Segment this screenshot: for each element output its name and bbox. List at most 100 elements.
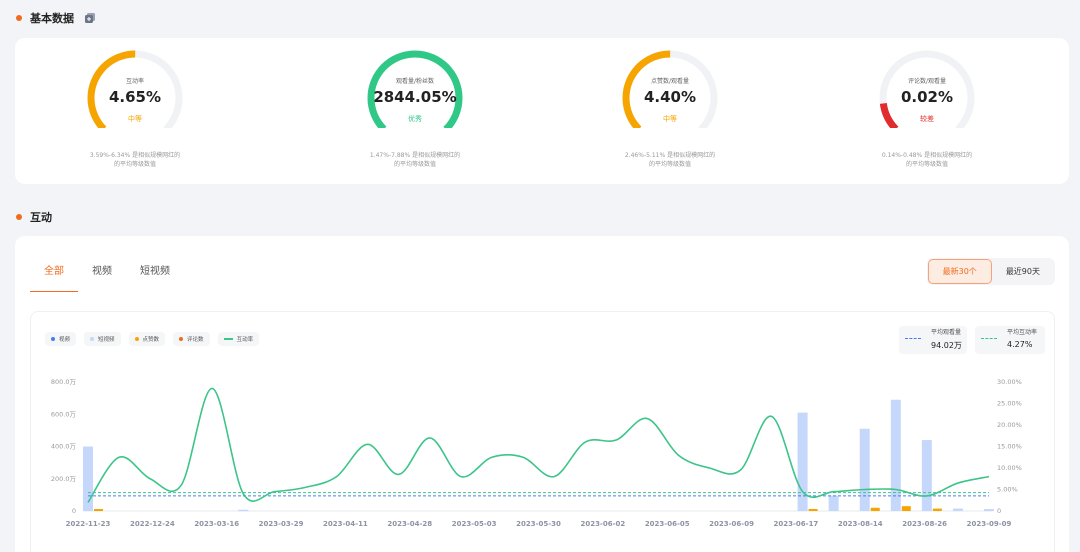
copy-icon[interactable] [84, 12, 96, 24]
y-tick-label: 800.0万 [51, 378, 77, 386]
y2-tick-label: 20.00% [997, 421, 1022, 429]
y2-tick-label: 30.00% [997, 378, 1022, 386]
metric-value: 2844.05% [373, 88, 457, 106]
legend-swatch [90, 337, 95, 341]
legend-label: 视频 [59, 337, 71, 343]
metric-gauge [367, 50, 463, 128]
avg-views-box: 平均观看量 94.02万 [899, 326, 967, 354]
section-interact-header: 互动 [16, 209, 52, 225]
metric-level: 中等 [128, 115, 142, 123]
metric-value: 4.40% [643, 88, 697, 106]
legend-label: 互动率 [236, 337, 254, 343]
short-video-bar[interactable] [828, 495, 839, 511]
metric-value: 0.02% [900, 88, 954, 106]
y-tick-label: 0 [72, 507, 76, 515]
x-tick-label: 2023-03-16 [194, 520, 239, 528]
legend-swatch [223, 338, 233, 340]
like-bar[interactable] [808, 509, 818, 511]
like-bar[interactable] [932, 508, 942, 511]
range-90-days-button[interactable]: 最近90天 [1005, 267, 1040, 276]
range-toggle: 最新30个 最近90天 [926, 258, 1055, 285]
tab-short-video[interactable]: 短视频 [140, 266, 170, 277]
like-bar[interactable] [94, 509, 103, 511]
metric-description: 0.14%-0.48% 是相似规模网红的 的平均等级数值 [881, 152, 973, 168]
metric-comments-per-views: 评论数/观看量 0.02% 较差 0.14%-0.48% 是相似规模网红的 的平均等级数… [807, 38, 1047, 184]
section-dot [16, 15, 22, 21]
metric-description: 1.47%-7.88% 是相似规模网红的 的平均等级数值 [369, 152, 461, 168]
engagement-rate-line[interactable] [87, 387, 990, 503]
section-basic-title: 基本数据 [30, 12, 74, 25]
short-video-bar[interactable] [890, 399, 901, 511]
legend-label: 点赞数 [142, 337, 160, 343]
avg-rate-swatch [981, 338, 997, 339]
legend-label: 评论数 [187, 337, 204, 343]
section-basic-header: 基本数据 [16, 10, 96, 26]
legend-label: 短视频 [98, 337, 115, 343]
like-bar[interactable] [870, 507, 880, 511]
x-tick-label: 2023-08-26 [902, 520, 947, 528]
legend-item[interactable]: 互动率 [217, 332, 260, 346]
metric-engagement-rate: 互动率 4.65% 中等 3.59%-6.34% 是相似规模网红的 的平均等级数值 [15, 38, 255, 184]
x-tick-label: 2022-11-23 [66, 520, 111, 528]
like-bar[interactable] [901, 506, 911, 511]
y2-tick-label: 15.00% [997, 443, 1022, 451]
y2-tick-label: 10.00% [997, 464, 1022, 472]
y2-tick-label: 5.00% [997, 486, 1018, 494]
x-tick-label: 2023-05-03 [452, 520, 497, 528]
legend-item[interactable]: 短视频 [84, 332, 121, 346]
x-tick-label: 2023-08-14 [838, 520, 883, 528]
metric-label: 互动率 [125, 78, 144, 85]
short-video-bar[interactable] [952, 508, 963, 511]
x-tick-label: 2023-05-30 [516, 520, 561, 528]
x-tick-label: 2023-03-29 [259, 520, 304, 528]
basic-data-card: 互动率 4.65% 中等 3.59%-6.34% 是相似规模网红的 的平均等级数值 观看量… [15, 38, 1069, 184]
avg-rate-label: 平均互动率 [1007, 329, 1038, 336]
metric-description: 3.59%-6.34% 是相似规模网红的 的平均等级数值 [89, 152, 181, 168]
x-tick-label: 2023-06-05 [645, 520, 690, 528]
legend-item[interactable]: 视频 [45, 332, 77, 346]
avg-rate-box: 平均互动率 4.27% [975, 326, 1045, 354]
metric-gauge [879, 50, 975, 128]
section-dot [16, 214, 22, 220]
short-video-bar[interactable] [83, 446, 93, 512]
short-video-bar[interactable] [921, 440, 932, 511]
x-tick-label: 2022-12-24 [130, 520, 175, 528]
x-tick-label: 2023-06-02 [580, 520, 625, 528]
legend-item[interactable]: 点赞数 [128, 332, 166, 346]
range-latest-30-button[interactable]: 最新30个 [927, 259, 992, 284]
y-tick-label: 200.0万 [51, 475, 77, 483]
metric-description: 2.46%-5.11% 是相似规模网红的 的平均等级数值 [624, 152, 716, 168]
avg-views-value: 94.02万 [931, 341, 962, 350]
chart-legend: 视频 短视频 点赞数 评论数 互动率 [45, 332, 260, 346]
legend-swatch [179, 337, 184, 341]
metric-label: 观看量/粉丝数 [395, 78, 435, 85]
short-video-bar[interactable] [984, 509, 994, 511]
metric-label: 点赞数/观看量 [650, 78, 690, 85]
gauge-fill [367, 50, 463, 128]
section-interact-title: 互动 [30, 211, 52, 224]
x-tick-label: 2023-06-09 [709, 520, 754, 528]
legend-item[interactable]: 评论数 [173, 332, 210, 346]
avg-rate-value: 4.27% [1007, 340, 1033, 349]
tab-video[interactable]: 视频 [92, 266, 112, 277]
content-type-tabs: 全部 视频 短视频 [30, 265, 184, 292]
metric-level: 中等 [663, 115, 677, 123]
interaction-chart: 视频 短视频 点赞数 评论数 互动率 平均观看量 94.02万 平均互动率 4.27% … [30, 311, 1055, 552]
chart-plot: 0 200.0万 400.0万 600.0万 800.0万 0 5.00% 10.00% 15.… [51, 378, 1022, 528]
x-tick-label: 2023-09-09 [967, 520, 1012, 528]
metric-level: 优秀 [408, 115, 422, 123]
x-tick-label: 2023-04-28 [387, 520, 432, 528]
short-video-bar[interactable] [797, 412, 808, 511]
metric-value: 4.65% [108, 88, 162, 106]
interaction-card: 全部 视频 短视频 最新30个 最近90天 视频 短视频 点赞数 评论数 互动率 平均观… [15, 236, 1069, 552]
y2-tick-label: 25.00% [997, 400, 1022, 408]
avg-views-swatch [905, 338, 921, 339]
short-video-bar[interactable] [238, 509, 249, 512]
x-tick-label: 2023-06-17 [774, 520, 819, 528]
tab-all[interactable]: 全部 [30, 265, 78, 292]
gauge-fill [622, 50, 718, 128]
metric-gauge [87, 50, 183, 128]
gauge-track [879, 50, 975, 128]
short-video-bar[interactable] [859, 428, 870, 511]
metric-level: 较差 [920, 115, 934, 123]
